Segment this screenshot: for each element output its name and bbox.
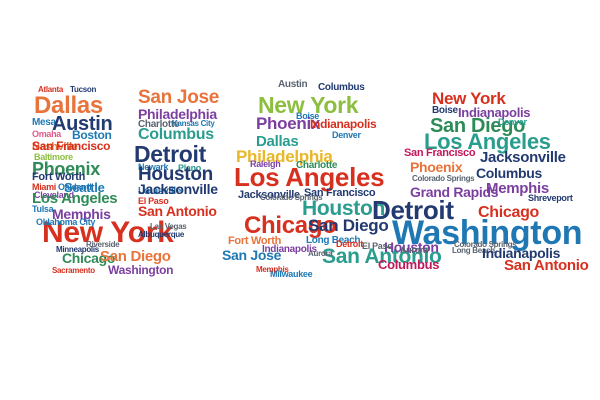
city-word: Plano — [178, 163, 202, 173]
city-word: Boston — [72, 128, 112, 142]
city-word: Sacramento — [52, 266, 95, 275]
city-word: San Francisco — [404, 147, 476, 159]
city-word: Charlotte — [296, 160, 338, 171]
city-word: San Francisco — [304, 187, 376, 199]
city-word: Oakland — [58, 182, 92, 192]
city-word: Louisville — [138, 186, 182, 197]
city-word: Albuquerque — [138, 230, 185, 239]
city-word: New York — [42, 216, 174, 249]
city-word: San Diego — [100, 248, 171, 265]
city-word: Milwaukee — [270, 269, 313, 279]
city-word: Mesa — [32, 117, 56, 128]
city-word: Colorado Springs — [454, 240, 517, 249]
city-word: Chicago — [478, 204, 540, 221]
city-word: Los Angeles — [424, 129, 551, 154]
city-word: Phoenix — [32, 159, 100, 179]
city-word: Houston — [138, 164, 213, 185]
city-word: Jacksonville — [138, 181, 218, 197]
city-word: Tulsa — [32, 204, 54, 214]
city-word: San Antonio — [138, 203, 217, 219]
city-word: New York — [258, 92, 359, 118]
city-word: San Diego — [430, 115, 526, 137]
city-word: Baltimore — [34, 152, 73, 162]
city-word: Los Angeles — [32, 190, 118, 207]
city-word: Fort Worth — [32, 171, 86, 183]
city-word: Memphis — [486, 180, 549, 197]
city-word: San Diego — [308, 216, 389, 235]
city-word: Riverside — [86, 240, 120, 249]
city-word: Detroit — [134, 141, 207, 167]
city-word: San Francisco — [32, 139, 111, 153]
city-word: Denver — [498, 117, 527, 127]
city-word: Tucson — [70, 85, 97, 94]
city-word: Phoenix — [410, 159, 463, 175]
city-word: Colorado Springs — [260, 193, 323, 202]
city-word: Long Beach — [452, 246, 495, 255]
city-word: Memphis — [52, 206, 111, 222]
city-word: Dallas — [256, 133, 299, 150]
city-word: Long Beach — [306, 235, 361, 246]
city-word: Colorado Springs — [412, 174, 475, 183]
city-word: Indianapolis — [262, 244, 317, 255]
city-word: San Jose — [138, 87, 220, 108]
city-word: Austin — [52, 113, 113, 135]
city-word: Miami — [32, 182, 57, 192]
city-word: San Jose — [222, 247, 282, 263]
city-word: Boise — [296, 111, 320, 121]
city-word: Newark — [138, 162, 169, 172]
city-word: Omaha — [32, 129, 62, 139]
city-word: Washington — [392, 214, 583, 252]
city-word: Houston — [384, 239, 439, 255]
city-word: Columbus — [378, 257, 440, 272]
city-word: Aurora — [308, 249, 333, 258]
city-word: El Paso — [138, 196, 169, 206]
city-word: Jacksonville — [238, 189, 300, 201]
city-word: Columbus — [318, 82, 365, 93]
city-word: Indianapolis — [310, 117, 377, 131]
city-word: Jacksonville — [480, 149, 566, 166]
city-word: Houston — [302, 197, 386, 220]
city-word: Chicago — [62, 250, 116, 266]
city-word: El Paso — [362, 241, 393, 251]
city-word: Philadelphia — [138, 106, 217, 122]
city-word: Phoenix — [256, 114, 321, 133]
city-word: Memphis — [256, 265, 289, 274]
city-word: Aurora — [400, 245, 428, 255]
city-word: Austin — [278, 79, 308, 90]
city-word: Seattle — [64, 180, 105, 195]
city-word: Minneapolis — [56, 245, 99, 254]
city-word: San Antonio — [504, 257, 589, 274]
city-word: Detroit — [372, 195, 454, 225]
city-word: Washington — [108, 263, 174, 277]
city-word: Atlanta — [38, 85, 64, 94]
city-word: Los Angeles — [234, 162, 385, 192]
city-word: Chicago — [244, 212, 337, 239]
city-word: Cleveland — [34, 190, 74, 200]
city-word: San Antonio — [322, 245, 442, 268]
city-word: Nashville — [32, 141, 78, 153]
city-word: Shreveport — [528, 193, 573, 203]
city-word: Indianapolis — [458, 105, 531, 120]
city-word: Denver — [332, 130, 361, 140]
city-word: Las Vegas — [150, 222, 187, 231]
city-word: Columbus — [138, 126, 214, 143]
city-word: Raleigh — [250, 159, 281, 169]
city-word: Grand Rapids — [410, 184, 499, 200]
city-word: Dallas — [34, 92, 103, 119]
city-word: New York — [432, 89, 506, 108]
city-word: Detroit — [336, 239, 363, 249]
city-word: Oklahoma City — [36, 217, 96, 227]
city-word: Indianapolis — [482, 245, 561, 261]
city-word: Fort Worth — [228, 235, 282, 247]
city-word: Philadelphia — [236, 147, 333, 166]
city-word: Charlotte — [138, 119, 180, 130]
city-word: Boise — [432, 105, 458, 116]
city-word: Columbus — [476, 165, 543, 181]
city-word: Kansas City — [172, 119, 215, 128]
